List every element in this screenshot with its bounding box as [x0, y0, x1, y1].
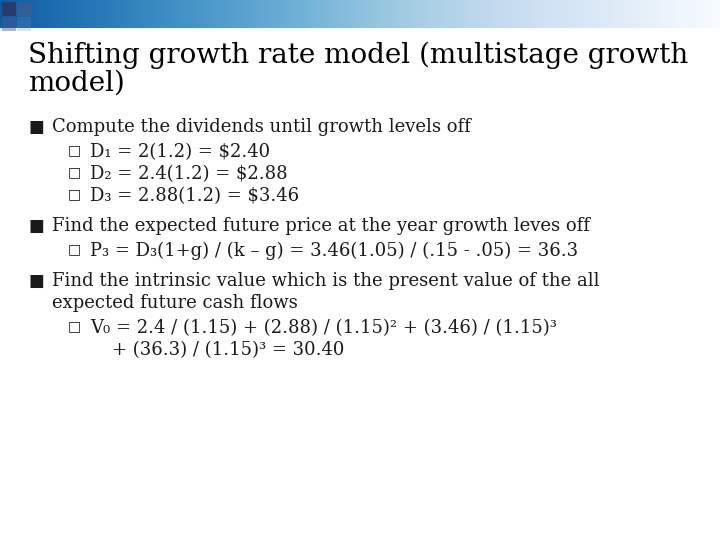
Text: □: □: [68, 319, 81, 333]
Text: V₀ = 2.4 / (1.15) + (2.88) / (1.15)² + (3.46) / (1.15)³: V₀ = 2.4 / (1.15) + (2.88) / (1.15)² + (…: [90, 319, 557, 337]
Text: ■: ■: [28, 217, 44, 235]
Text: Find the intrinsic value which is the present value of the all: Find the intrinsic value which is the pr…: [52, 272, 600, 290]
Text: □: □: [68, 242, 81, 256]
Text: ■: ■: [28, 272, 44, 290]
Text: □: □: [68, 143, 81, 157]
Bar: [2, 2, 16, 16]
Text: D₂ = 2.4(1.2) = $2.88: D₂ = 2.4(1.2) = $2.88: [90, 165, 287, 183]
Text: model): model): [28, 70, 125, 97]
Text: Compute the dividends until growth levels off: Compute the dividends until growth level…: [52, 118, 471, 136]
Text: □: □: [68, 165, 81, 179]
Text: P₃ = D₃(1+g) / (k – g) = 3.46(1.05) / (.15 - .05) = 36.3: P₃ = D₃(1+g) / (k – g) = 3.46(1.05) / (.…: [90, 242, 578, 260]
Text: D₁ = 2(1.2) = $2.40: D₁ = 2(1.2) = $2.40: [90, 143, 270, 161]
Text: + (36.3) / (1.15)³ = 30.40: + (36.3) / (1.15)³ = 30.40: [112, 341, 344, 359]
Text: ■: ■: [28, 118, 44, 136]
Text: Find the expected future price at the year growth leves off: Find the expected future price at the ye…: [52, 217, 590, 235]
Text: □: □: [68, 187, 81, 201]
Bar: [2, 17, 16, 31]
Text: expected future cash flows: expected future cash flows: [52, 294, 298, 312]
Text: Shifting growth rate model (multistage growth: Shifting growth rate model (multistage g…: [28, 42, 688, 69]
Bar: [17, 2, 31, 16]
Text: D₃ = 2.88(1.2) = $3.46: D₃ = 2.88(1.2) = $3.46: [90, 187, 299, 205]
Bar: [17, 17, 31, 31]
